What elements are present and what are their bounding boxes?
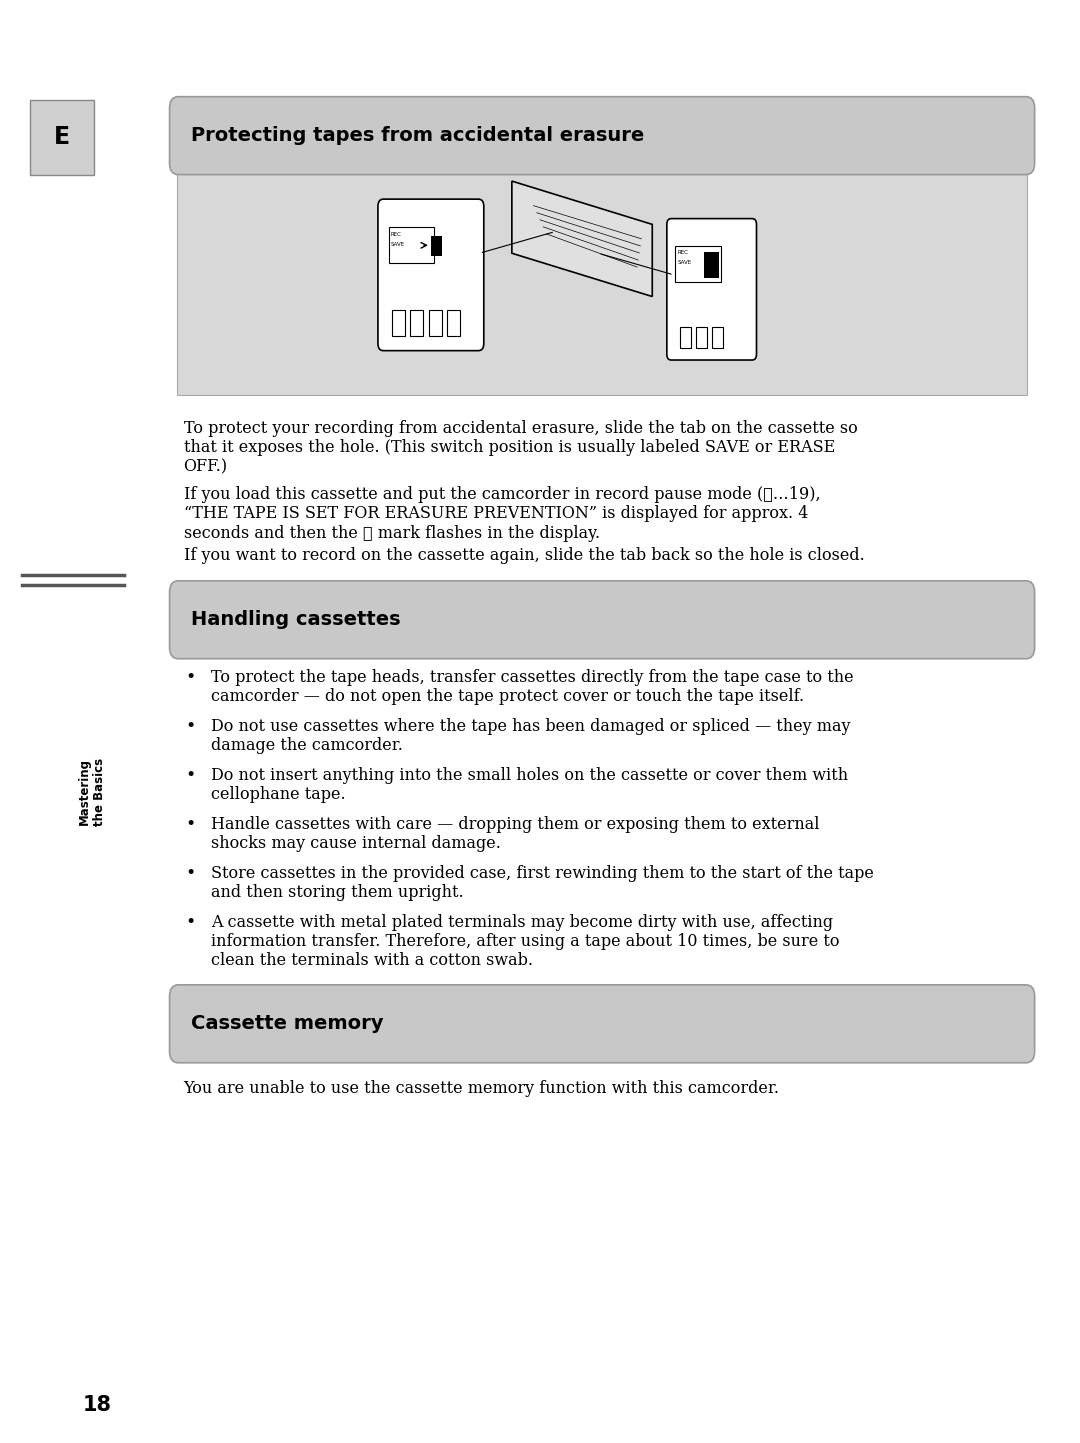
Bar xyxy=(675,245,720,283)
FancyBboxPatch shape xyxy=(170,580,1035,658)
Text: Do not insert anything into the small holes on the cassette or cover them with: Do not insert anything into the small ho… xyxy=(211,768,848,784)
Text: and then storing them upright.: and then storing them upright. xyxy=(211,885,463,900)
Text: REC: REC xyxy=(677,251,689,255)
Text: information transfer. Therefore, after using a tape about 10 times, be sure to: information transfer. Therefore, after u… xyxy=(211,934,839,949)
Text: E: E xyxy=(54,126,70,149)
Bar xyxy=(410,310,423,336)
Text: 18: 18 xyxy=(83,1395,111,1416)
Bar xyxy=(447,310,460,336)
Text: Mastering
the Basics: Mastering the Basics xyxy=(78,758,106,825)
Bar xyxy=(392,310,405,336)
Text: •: • xyxy=(186,719,195,734)
Text: •: • xyxy=(186,915,195,931)
Text: that it exposes the hole. (This switch position is usually labeled SAVE or ERASE: that it exposes the hole. (This switch p… xyxy=(184,439,835,456)
Text: You are unable to use the cassette memory function with this camcorder.: You are unable to use the cassette memor… xyxy=(184,1081,780,1097)
Text: •: • xyxy=(186,866,195,882)
Text: OFF.): OFF.) xyxy=(184,459,228,476)
Text: SAVE: SAVE xyxy=(677,260,692,266)
Bar xyxy=(703,251,718,277)
Text: damage the camcorder.: damage the camcorder. xyxy=(211,736,403,753)
FancyBboxPatch shape xyxy=(30,100,94,175)
Bar xyxy=(679,328,690,349)
Text: If you load this cassette and put the camcorder in record pause mode (☐…19),: If you load this cassette and put the ca… xyxy=(184,485,820,502)
Text: Do not use cassettes where the tape has been damaged or spliced — they may: Do not use cassettes where the tape has … xyxy=(211,719,850,734)
Text: Handle cassettes with care — dropping them or exposing them to external: Handle cassettes with care — dropping th… xyxy=(211,817,819,833)
FancyBboxPatch shape xyxy=(177,169,1027,395)
Bar xyxy=(712,328,723,349)
FancyBboxPatch shape xyxy=(666,219,756,361)
Text: shocks may cause internal damage.: shocks may cause internal damage. xyxy=(211,835,500,851)
Bar xyxy=(429,310,442,336)
Bar xyxy=(431,235,442,257)
Text: Cassette memory: Cassette memory xyxy=(191,1014,383,1033)
Text: REC: REC xyxy=(391,231,402,237)
Text: Store cassettes in the provided case, first rewinding them to the start of the t: Store cassettes in the provided case, fi… xyxy=(211,866,874,882)
Text: •: • xyxy=(186,817,195,833)
Text: clean the terminals with a cotton swab.: clean the terminals with a cotton swab. xyxy=(211,952,532,968)
Text: “THE TAPE IS SET FOR ERASURE PREVENTION” is displayed for approx. 4: “THE TAPE IS SET FOR ERASURE PREVENTION”… xyxy=(184,505,808,522)
Text: cellophane tape.: cellophane tape. xyxy=(211,786,346,802)
FancyBboxPatch shape xyxy=(170,97,1035,175)
Text: Handling cassettes: Handling cassettes xyxy=(191,610,401,629)
Polygon shape xyxy=(512,180,652,296)
Text: •: • xyxy=(186,768,195,784)
Text: camcorder — do not open the tape protect cover or touch the tape itself.: camcorder — do not open the tape protect… xyxy=(211,688,804,704)
FancyBboxPatch shape xyxy=(170,986,1035,1063)
Bar xyxy=(389,227,434,264)
Bar xyxy=(696,328,706,349)
Text: If you want to record on the cassette again, slide the tab back so the hole is c: If you want to record on the cassette ag… xyxy=(184,547,864,564)
Text: To protect the tape heads, transfer cassettes directly from the tape case to the: To protect the tape heads, transfer cass… xyxy=(211,670,853,685)
Text: seconds and then the Ⓟ mark flashes in the display.: seconds and then the Ⓟ mark flashes in t… xyxy=(184,525,599,541)
Text: A cassette with metal plated terminals may become dirty with use, affecting: A cassette with metal plated terminals m… xyxy=(211,915,833,931)
Text: •: • xyxy=(186,670,195,685)
Text: To protect your recording from accidental erasure, slide the tab on the cassette: To protect your recording from accidenta… xyxy=(184,420,858,437)
Text: SAVE: SAVE xyxy=(391,241,405,247)
Text: Protecting tapes from accidental erasure: Protecting tapes from accidental erasure xyxy=(191,126,645,146)
FancyBboxPatch shape xyxy=(378,199,484,351)
